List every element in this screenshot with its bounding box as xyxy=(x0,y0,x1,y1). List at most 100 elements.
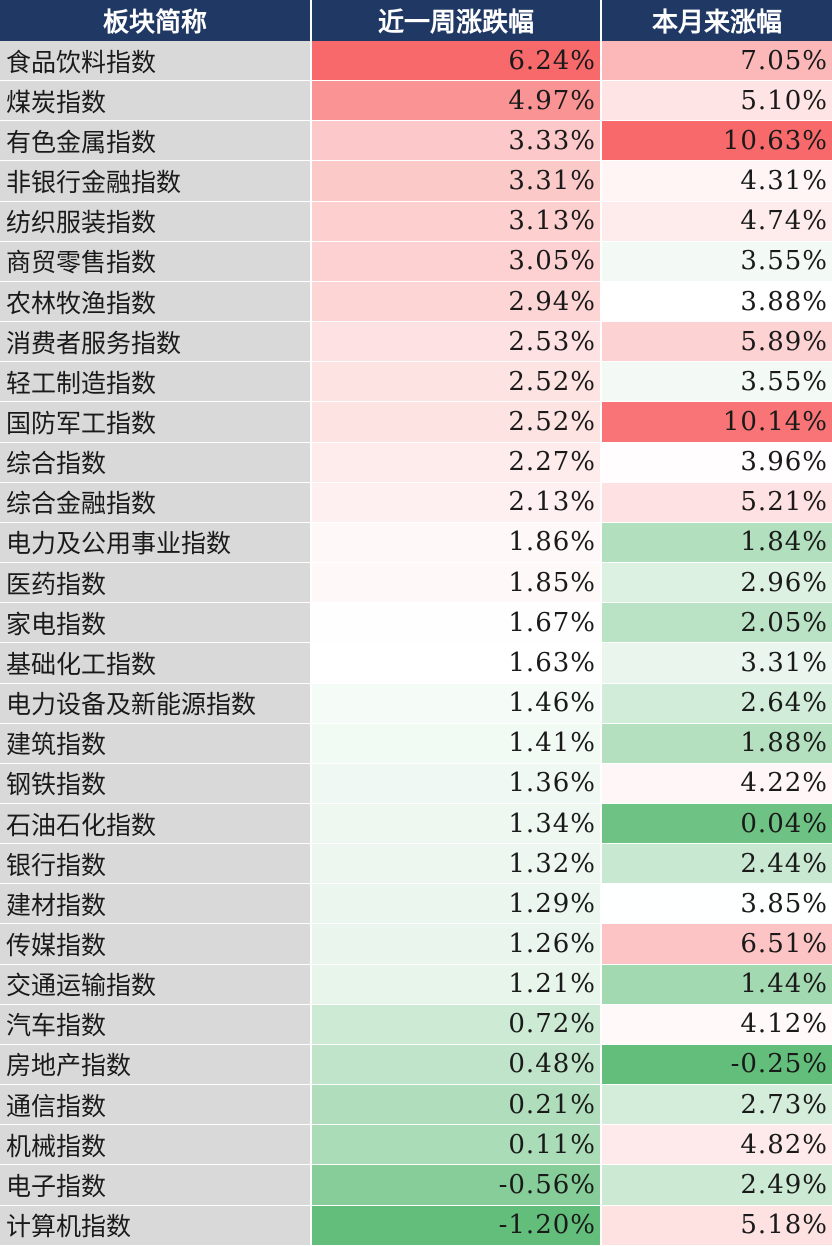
table-row: 机械指数 0.11% 4.82% xyxy=(0,1125,832,1166)
month-change-cell: 3.55% xyxy=(602,241,832,282)
table-row: 石油石化指数 1.34% 0.04% xyxy=(0,803,832,845)
sector-name-cell: 石油石化指数 xyxy=(0,803,312,845)
week-change-cell: 4.97% xyxy=(312,81,602,122)
week-change-cell: 1.86% xyxy=(312,522,602,564)
month-change-cell: 10.14% xyxy=(602,402,832,443)
month-change-cell: 1.84% xyxy=(602,522,832,564)
month-change-cell: 2.44% xyxy=(602,844,832,885)
month-change-cell: 5.89% xyxy=(602,322,832,363)
week-change-cell: 0.11% xyxy=(312,1125,602,1166)
week-change-cell: 0.21% xyxy=(312,1085,602,1126)
month-change-cell: 5.18% xyxy=(602,1205,832,1246)
sector-name-cell: 商贸零售指数 xyxy=(0,241,312,282)
month-change-cell: 7.05% xyxy=(602,41,832,82)
month-change-cell: 4.82% xyxy=(602,1125,832,1166)
week-change-cell: -1.20% xyxy=(312,1205,602,1246)
week-change-cell: 2.52% xyxy=(312,402,602,443)
table-row: 消费者服务指数 2.53% 5.89% xyxy=(0,322,832,363)
month-change-cell: 5.21% xyxy=(602,482,832,523)
sector-name-cell: 消费者服务指数 xyxy=(0,322,312,363)
sector-name-cell: 农林牧渔指数 xyxy=(0,281,312,323)
header-month-change: 本月来涨幅 xyxy=(602,0,832,41)
table-row: 银行指数 1.32% 2.44% xyxy=(0,844,832,885)
month-change-cell: 1.44% xyxy=(602,964,832,1005)
week-change-cell: 1.29% xyxy=(312,884,602,925)
sector-name-cell: 基础化工指数 xyxy=(0,643,312,684)
month-change-cell: 2.64% xyxy=(602,683,832,724)
sector-name-cell: 银行指数 xyxy=(0,844,312,885)
week-change-cell: 2.13% xyxy=(312,482,602,523)
table-row: 电子指数 -0.56% 2.49% xyxy=(0,1165,832,1206)
week-change-cell: 3.31% xyxy=(312,161,602,202)
table-row: 煤炭指数 4.97% 5.10% xyxy=(0,81,832,122)
month-change-cell: 3.55% xyxy=(602,362,832,403)
sector-name-cell: 汽车指数 xyxy=(0,1004,312,1045)
week-change-cell: 1.41% xyxy=(312,723,602,764)
month-change-cell: 4.12% xyxy=(602,1004,832,1045)
week-change-cell: 1.46% xyxy=(312,683,602,724)
month-change-cell: 6.51% xyxy=(602,924,832,965)
table-row: 传媒指数 1.26% 6.51% xyxy=(0,924,832,965)
table-row: 轻工制造指数 2.52% 3.55% xyxy=(0,362,832,403)
sector-name-cell: 非银行金融指数 xyxy=(0,161,312,202)
week-change-cell: 2.94% xyxy=(312,281,602,323)
week-change-cell: 3.05% xyxy=(312,241,602,282)
month-change-cell: 3.85% xyxy=(602,884,832,925)
week-change-cell: 3.13% xyxy=(312,201,602,242)
week-change-cell: 2.53% xyxy=(312,322,602,363)
sector-name-cell: 国防军工指数 xyxy=(0,402,312,443)
sector-name-cell: 综合金融指数 xyxy=(0,482,312,523)
month-change-cell: 4.31% xyxy=(602,161,832,202)
table-row: 家电指数 1.67% 2.05% xyxy=(0,603,832,644)
month-change-cell: 5.10% xyxy=(602,81,832,122)
table-row: 电力及公用事业指数 1.86% 1.84% xyxy=(0,522,832,564)
table-row: 有色金属指数 3.33% 10.63% xyxy=(0,121,832,162)
table-row: 医药指数 1.85% 2.96% xyxy=(0,563,832,604)
sector-name-cell: 食品饮料指数 xyxy=(0,41,312,82)
sector-name-cell: 机械指数 xyxy=(0,1125,312,1166)
sector-name-cell: 电力及公用事业指数 xyxy=(0,522,312,564)
table-row: 交通运输指数 1.21% 1.44% xyxy=(0,964,832,1005)
table-body: 食品饮料指数 6.24% 7.05% 煤炭指数 4.97% 5.10% 有色金属指数 3.33… xyxy=(0,41,832,1246)
table-row: 房地产指数 0.48% -0.25% xyxy=(0,1044,832,1086)
week-change-cell: 2.27% xyxy=(312,442,602,483)
table-row: 农林牧渔指数 2.94% 3.88% xyxy=(0,281,832,323)
sector-name-cell: 建筑指数 xyxy=(0,723,312,764)
sector-name-cell: 纺织服装指数 xyxy=(0,201,312,242)
table-row: 食品饮料指数 6.24% 7.05% xyxy=(0,41,832,82)
table-row: 国防军工指数 2.52% 10.14% xyxy=(0,402,832,443)
month-change-cell: 0.04% xyxy=(602,803,832,845)
sector-name-cell: 煤炭指数 xyxy=(0,81,312,122)
sector-name-cell: 电子指数 xyxy=(0,1165,312,1206)
sector-name-cell: 综合指数 xyxy=(0,442,312,483)
table-row: 综合金融指数 2.13% 5.21% xyxy=(0,482,832,523)
week-change-cell: 1.32% xyxy=(312,844,602,885)
table-row: 钢铁指数 1.36% 4.22% xyxy=(0,763,832,804)
sector-name-cell: 传媒指数 xyxy=(0,924,312,965)
table-row: 综合指数 2.27% 3.96% xyxy=(0,442,832,483)
month-change-cell: 1.88% xyxy=(602,723,832,764)
sector-name-cell: 有色金属指数 xyxy=(0,121,312,162)
week-change-cell: 1.63% xyxy=(312,643,602,684)
month-change-cell: 10.63% xyxy=(602,121,832,162)
table-row: 计算机指数 -1.20% 5.18% xyxy=(0,1205,832,1246)
month-change-cell: -0.25% xyxy=(602,1044,832,1086)
month-change-cell: 3.31% xyxy=(602,643,832,684)
table-row: 纺织服装指数 3.13% 4.74% xyxy=(0,201,832,242)
week-change-cell: 1.36% xyxy=(312,763,602,804)
week-change-cell: 1.34% xyxy=(312,803,602,845)
week-change-cell: 1.21% xyxy=(312,964,602,1005)
table-row: 基础化工指数 1.63% 3.31% xyxy=(0,643,832,684)
table-row: 汽车指数 0.72% 4.12% xyxy=(0,1004,832,1045)
week-change-cell: 1.26% xyxy=(312,924,602,965)
table-row: 建材指数 1.29% 3.85% xyxy=(0,884,832,925)
sector-name-cell: 通信指数 xyxy=(0,1085,312,1126)
table-row: 非银行金融指数 3.31% 4.31% xyxy=(0,161,832,202)
week-change-cell: 6.24% xyxy=(312,41,602,82)
sector-name-cell: 计算机指数 xyxy=(0,1205,312,1246)
week-change-cell: -0.56% xyxy=(312,1165,602,1206)
month-change-cell: 4.22% xyxy=(602,763,832,804)
sector-name-cell: 钢铁指数 xyxy=(0,763,312,804)
week-change-cell: 1.67% xyxy=(312,603,602,644)
